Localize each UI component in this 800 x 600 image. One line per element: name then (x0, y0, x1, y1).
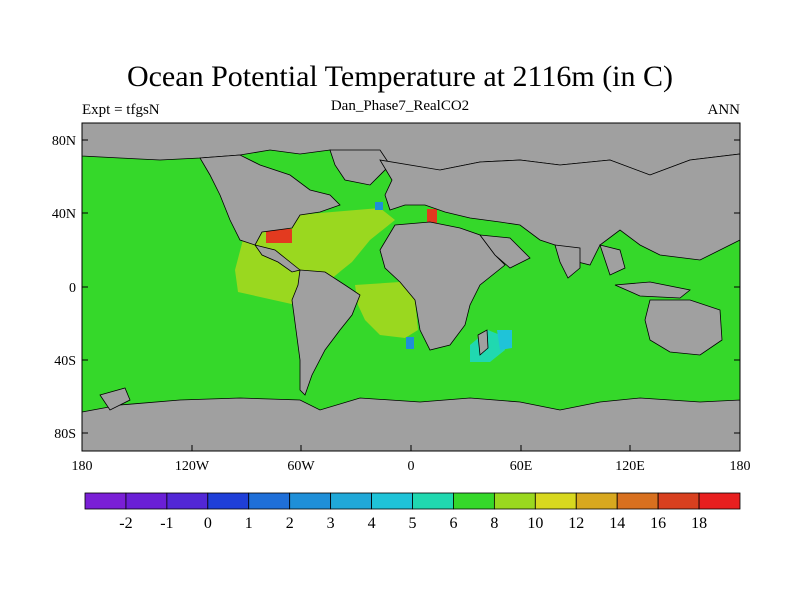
lon-tick-0: 0 (408, 459, 415, 474)
colorbar-label: 3 (327, 515, 335, 532)
north-america (199, 154, 341, 246)
colorbar-swatch (453, 492, 495, 510)
colorbar-label: 16 (650, 515, 666, 532)
south-america (291, 269, 361, 396)
colorbar-label: -1 (160, 515, 173, 532)
colorbar-swatch (330, 492, 372, 510)
indonesia (614, 281, 691, 299)
experiment-label: Expt = tfgsN (82, 102, 160, 118)
lat-ticks (82, 139, 740, 434)
lon-ticks (81, 445, 741, 451)
lat-tick-80n: 80N (52, 134, 76, 149)
colorbar-swatch (575, 492, 618, 510)
colorbar-label: 6 (449, 515, 457, 532)
colorbar: -2 -1 0 1 2 3 4 5 6 8 10 12 14 16 18 (84, 492, 741, 532)
angola-cool-patch (406, 337, 414, 349)
mediterranean-cool-patch (375, 202, 383, 210)
lon-tick-60e: 60E (510, 459, 533, 474)
gulf-of-mexico-warm-patch (266, 229, 292, 243)
colorbar-swatch (207, 492, 250, 510)
greenland (329, 149, 391, 186)
land-masses (81, 122, 741, 452)
colorbar-swatch (493, 492, 536, 510)
mediterranean-warm-patch (427, 209, 437, 223)
map-panel: 80N 40N 0 40S 80S 180 120W 60W 0 60E 120… (52, 122, 751, 474)
colorbar-label: 5 (409, 515, 417, 532)
africa (379, 221, 506, 351)
australia (644, 299, 723, 356)
colorbar-label: -2 (119, 515, 132, 532)
colorbar-swatch (125, 492, 168, 510)
southeast-asia (599, 244, 626, 276)
lat-tick-40n: 40N (52, 207, 76, 222)
antarctica (81, 397, 741, 452)
colorbar-swatch (166, 492, 209, 510)
colorbar-swatch (84, 492, 127, 510)
central-america (254, 244, 301, 273)
plot-subtitle: Dan_Phase7_RealCO2 (330, 98, 470, 114)
colorbar-swatch (371, 492, 413, 510)
antarctic-peninsula (99, 387, 131, 411)
colorbar-label: 2 (286, 515, 294, 532)
period-label: ANN (707, 102, 741, 118)
colorbar-label: 0 (204, 515, 212, 532)
plot-title: Ocean Potential Temperature at 2116m (in… (126, 60, 674, 93)
colorbar-swatch (616, 492, 659, 510)
south-atlantic-warm-region (355, 282, 418, 338)
colorbar-swatch (412, 492, 454, 510)
colorbar-label: 8 (490, 515, 498, 532)
madagascar-cool-patch (497, 330, 512, 350)
colorbar-label: 12 (568, 515, 584, 532)
lon-tick-60w: 60W (287, 459, 315, 474)
colorbar-label: 1 (245, 515, 253, 532)
colorbar-swatch (248, 492, 291, 510)
indian-subcontinent (554, 244, 581, 279)
lat-tick-40s: 40S (54, 354, 76, 369)
colorbar-label: 4 (368, 515, 376, 532)
madagascar (477, 329, 489, 356)
lon-tick-180e: 180 (730, 459, 751, 474)
colorbar-label: 10 (527, 515, 543, 532)
colorbar-label: 18 (691, 515, 707, 532)
lon-tick-180w: 180 (72, 459, 93, 474)
arabian-peninsula (479, 234, 531, 269)
colorbar-swatch (289, 492, 332, 510)
colorbar-swatch (534, 492, 577, 510)
colorbar-label: 14 (609, 515, 625, 532)
colorbar-swatch (698, 492, 741, 510)
lon-tick-120w: 120W (175, 459, 210, 474)
lat-tick-0: 0 (69, 281, 76, 296)
colorbar-swatch (657, 492, 700, 510)
lat-tick-80s: 80S (54, 427, 76, 442)
lon-tick-120e: 120E (615, 459, 645, 474)
